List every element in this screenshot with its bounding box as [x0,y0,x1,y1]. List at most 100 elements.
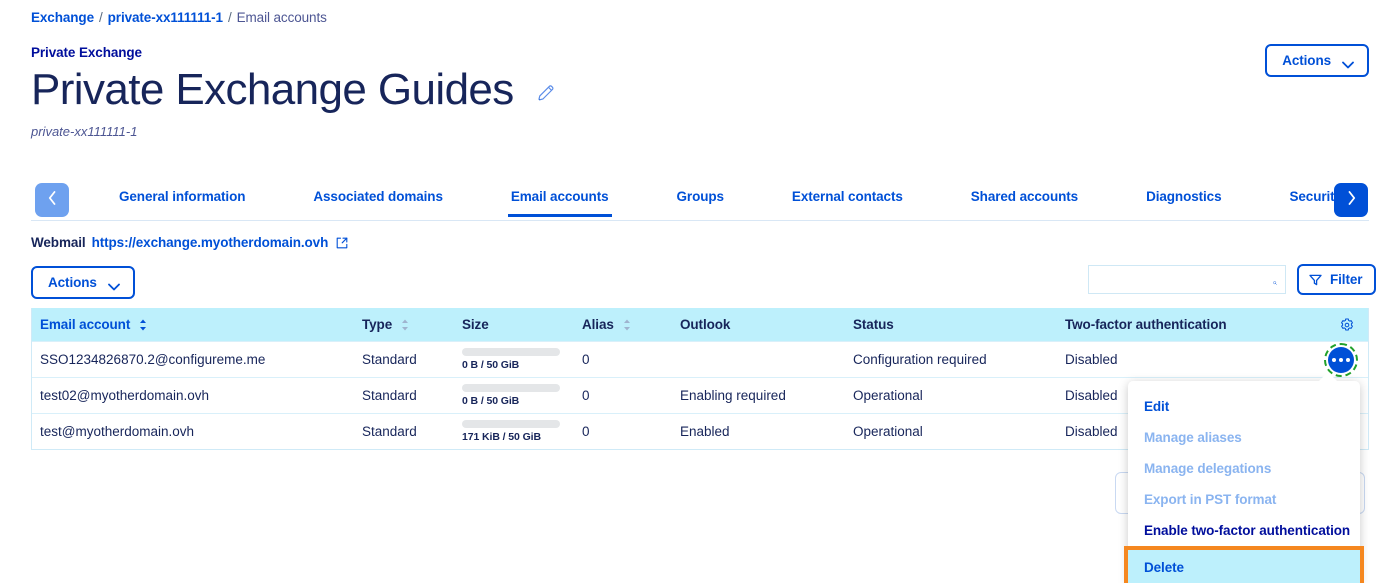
column-header-type[interactable]: Type [362,317,462,332]
cell-two-factor-authentication: Disabled [1065,352,1118,367]
tabs-next-button[interactable] [1334,183,1368,217]
title-row: Private Exchange Guides [31,64,556,116]
sort-icon[interactable] [623,319,631,331]
cell-size: 0 B / 50 GiB [462,348,582,371]
cell-alias: 0 [582,352,590,367]
search-input[interactable] [1097,272,1273,287]
cell-status: Operational [853,424,923,439]
filter-button[interactable]: Filter [1297,264,1377,295]
cell-size: 0 B / 50 GiB [462,384,582,407]
tab-shared-accounts[interactable]: Shared accounts [970,189,1079,204]
breadcrumb-separator: / [227,10,232,25]
breadcrumb-item-service[interactable]: private-xx111111-1 [107,10,223,25]
tab-diagnostics[interactable]: Diagnostics [1146,189,1222,204]
webmail-url-link[interactable]: https://exchange.myotherdomain.ovh [91,235,329,250]
tab-underline [31,220,1369,221]
tab-email-accounts[interactable]: Email accounts [507,181,612,217]
breadcrumb-item-current: Email accounts [236,10,327,25]
column-header-outlook: Outlook [680,317,853,332]
cell-email-account: test02@myotherdomain.ovh [40,388,210,403]
table-header-row: Email account Type Size Alia [32,308,1368,341]
chevron-down-icon [1342,57,1354,68]
external-link-icon[interactable] [336,237,348,249]
cell-size: 171 KiB / 50 GiB [462,420,582,443]
tab-general-information[interactable]: General information [119,189,246,204]
breadcrumb: Exchange / private-xx111111-1 / Email ac… [31,10,327,25]
menu-item-delete[interactable]: Delete [1124,546,1364,583]
actions-button[interactable]: Actions [1265,44,1369,77]
size-progress-bar [462,384,560,392]
column-header-label: Alias [582,317,614,332]
column-header-status: Status [853,317,1065,332]
menu-item-export-in-pst-format: Export in PST format [1144,492,1277,507]
kebab-menu-icon[interactable] [1324,342,1358,377]
cell-email-account: SSO1234826870.2@configureme.me [40,352,266,367]
cell-email-account: test@myotherdomain.ovh [40,424,195,439]
size-progress-bar [462,420,560,428]
cell-row-actions [1315,342,1368,377]
column-header-two-factor-authentication: Two-factor authentication [1065,317,1315,332]
tab-external-contacts[interactable]: External contacts [791,189,903,204]
tab-associated-domains[interactable]: Associated domains [313,189,443,204]
column-header-email-account[interactable]: Email account [32,317,362,332]
cell-alias: 0 [582,424,590,439]
table-actions-button[interactable]: Actions [31,266,135,299]
filter-icon [1309,274,1322,286]
sort-icon[interactable] [401,319,409,331]
chevron-down-icon [107,279,120,290]
cell-type: Standard [362,352,417,367]
sort-icon[interactable] [139,319,147,331]
column-header-size: Size [462,317,582,332]
page-title: Private Exchange Guides [31,65,514,114]
column-header-label: Size [462,317,489,332]
row-context-menu: Edit Manage aliases Manage delegations E… [1124,372,1364,583]
table-row[interactable]: SSO1234826870.2@configureme.me Standard … [32,341,1368,377]
breadcrumb-separator: / [98,10,103,25]
tab-groups[interactable]: Groups [676,189,725,204]
webmail-label: Webmail [31,235,86,250]
service-slug: private-xx111111-1 [31,124,138,139]
tab-security[interactable]: Security [1289,189,1340,204]
actions-top-container: Actions [1265,44,1369,77]
size-progress-bar [462,348,560,356]
cell-outlook: Enabling required [680,388,786,403]
table-row[interactable]: test02@myotherdomain.ovh Standard 0 B / … [32,377,1368,413]
cell-alias: 0 [582,388,590,403]
column-header-label: Type [362,317,393,332]
table-row[interactable]: test@myotherdomain.ovh Standard 171 KiB … [32,413,1368,449]
tabs-list: General information Associated domains E… [85,181,1340,221]
cell-two-factor-authentication: Disabled [1065,424,1118,439]
cell-status: Configuration required [853,352,987,367]
column-header-label: Status [853,317,894,332]
product-subtitle: Private Exchange [31,45,142,60]
webmail-row: Webmail https://exchange.myotherdomain.o… [31,235,348,250]
table-actions-container: Actions [31,266,135,299]
pencil-icon[interactable] [536,83,556,103]
cell-type: Standard [362,388,417,403]
cell-type: Standard [362,424,417,439]
column-settings-container [1315,318,1368,332]
size-label: 0 B / 50 GiB [462,395,520,407]
column-header-label: Two-factor authentication [1065,317,1227,332]
column-header-label: Email account [40,317,131,332]
gear-icon[interactable] [1340,318,1354,332]
menu-item-enable-two-factor-authentication[interactable]: Enable two-factor authentication [1144,523,1351,538]
filter-button-label: Filter [1330,272,1363,287]
menu-item-manage-aliases: Manage aliases [1144,430,1242,445]
column-header-label: Outlook [680,317,731,332]
menu-item-manage-delegations: Manage delegations [1144,461,1272,476]
tab-bar: General information Associated domains E… [0,181,1400,221]
breadcrumb-item-exchange[interactable]: Exchange [31,10,94,25]
menu-item-edit[interactable]: Edit [1144,399,1170,414]
tabs-prev-button[interactable] [35,183,69,217]
chevron-left-icon [48,190,57,210]
cell-two-factor-authentication: Disabled [1065,388,1118,403]
actions-button-label: Actions [1282,53,1331,68]
chevron-right-icon [1347,190,1356,210]
cell-status: Operational [853,388,923,403]
size-label: 0 B / 50 GiB [462,359,520,371]
column-header-alias[interactable]: Alias [582,317,680,332]
search-icon[interactable] [1273,272,1277,287]
search-box[interactable] [1088,265,1286,294]
